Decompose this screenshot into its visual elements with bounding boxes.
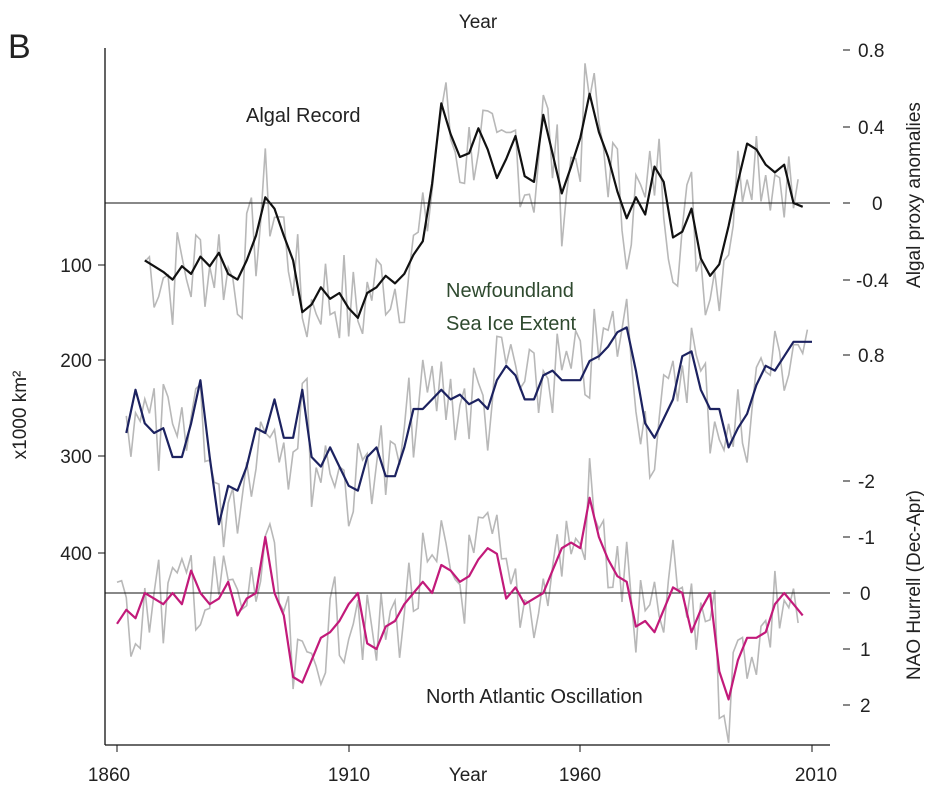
right-tick-label: 0: [860, 584, 871, 605]
left-axis-ticks: 100 200 300 400: [60, 256, 105, 565]
right-tick-label: -0.4: [856, 271, 889, 292]
x-tick-label: 1910: [328, 765, 370, 786]
annotation-sea-ice-extent: Sea Ice Extent: [446, 313, 577, 335]
right-axis-title-nao: NAO Hurrell (Dec-Apr): [904, 490, 925, 680]
right-tick-label: 0: [872, 194, 883, 215]
left-tick-label: 200: [60, 351, 92, 372]
x-axis-title-top: Year: [459, 12, 498, 33]
plot-frame: [104, 48, 830, 746]
x-axis-title-bottom: Year: [449, 765, 488, 786]
right-axis-ticks-algal: 0.8 0.4 0 -0.4 0.8: [843, 41, 889, 367]
x-tick-label: 2010: [795, 765, 837, 786]
right-tick-label: 0.4: [858, 118, 885, 139]
left-tick-label: 100: [60, 256, 92, 277]
right-tick-label: 1: [860, 640, 871, 661]
nao-line: [116, 496, 804, 701]
left-axis-title: x1000 km²: [10, 371, 31, 460]
algal-record-raw-trace: [144, 63, 799, 339]
right-axis-ticks-nao: -2 -1 0 1 2: [843, 472, 875, 717]
right-tick-label: 0.8: [858, 41, 884, 62]
left-tick-label: 300: [60, 447, 92, 468]
right-tick-label: 0.8: [858, 346, 884, 367]
sea-ice-extent-raw-trace: [125, 298, 809, 548]
x-tick-label: 1860: [88, 765, 130, 786]
right-tick-label: -1: [858, 528, 875, 549]
annotation-north-atlantic-oscillation: North Atlantic Oscillation: [426, 686, 643, 708]
annotation-newfoundland: Newfoundland: [446, 280, 574, 302]
right-tick-label: -2: [858, 472, 875, 493]
left-tick-label: 400: [60, 544, 92, 565]
right-axis-title-algal: Algal proxy anomalies: [904, 102, 925, 288]
sea-ice-extent-line: [125, 326, 812, 526]
x-tick-label: 1960: [559, 765, 601, 786]
raw-data-traces: [116, 63, 809, 743]
panel-label: B: [8, 28, 31, 66]
algal-record-line: [144, 92, 804, 319]
annotation-algal-record: Algal Record: [246, 105, 361, 127]
right-tick-label: 2: [860, 696, 871, 717]
x-axis-ticks: 1860 1910 1960 2010: [88, 745, 837, 786]
series-layer: [116, 92, 812, 701]
